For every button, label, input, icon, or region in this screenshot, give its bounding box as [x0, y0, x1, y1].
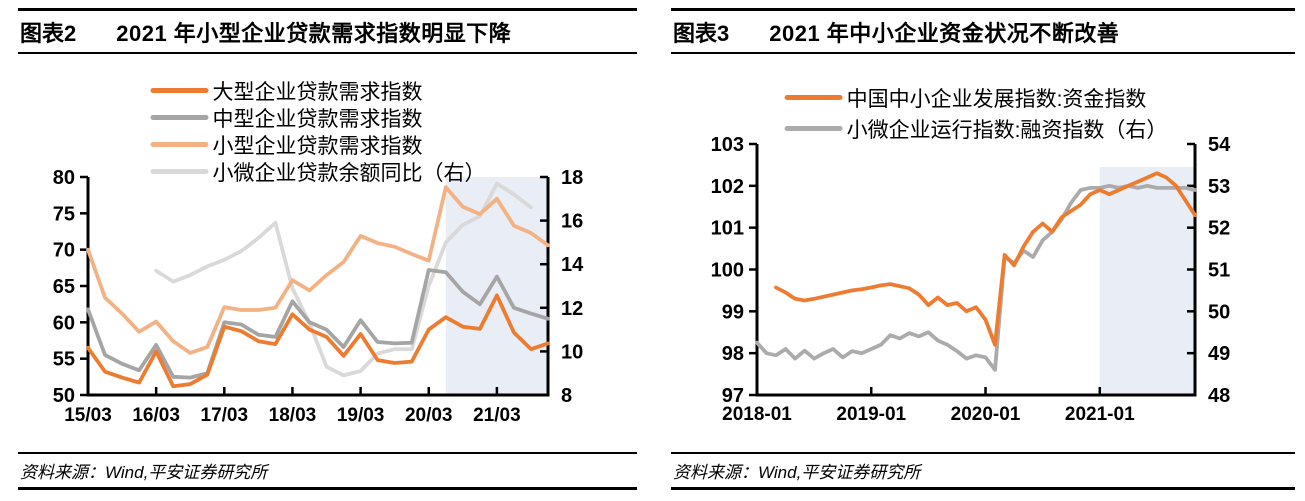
figure-title: 2021 年中小企业资金状况不断改善 [769, 20, 1120, 46]
chart2-area: 大型企业贷款需求指数 中型企业贷款需求指数 小型企业贷款需求指数小微企业贷款余额同比… [18, 54, 637, 452]
left-axis-label: 97 [722, 385, 744, 407]
left-axis-label: 75 [53, 203, 75, 225]
chart2-legend: 大型企业贷款需求指数 中型企业贷款需求指数 小型企业贷款需求指数小微企业贷款余额同比… [150, 77, 486, 185]
legend-item: 大型企业贷款需求指数 [150, 77, 423, 104]
figure-label: 图表2 [20, 20, 77, 46]
right-axis-label: 54 [1208, 134, 1231, 156]
series-line [774, 171, 1197, 347]
left-axis-label: 101 [711, 218, 744, 240]
highlight-region [1099, 167, 1195, 395]
x-axis-label: 2019-01 [836, 404, 906, 425]
figure-title: 2021 年小型企业贷款需求指数明显下降 [116, 20, 512, 46]
legend-swatch [150, 115, 209, 120]
chart3-legend: 中国中小企业发展指数:资金指数 小微企业运行指数:融资指数（右） [784, 82, 1168, 144]
right-axis-label: 16 [561, 211, 583, 233]
figure-label: 图表3 [673, 20, 730, 46]
series-line [86, 268, 550, 380]
legend-label: 大型企业贷款需求指数 [212, 80, 423, 104]
legend-swatch [150, 169, 209, 174]
left-axis-label: 80 [53, 167, 75, 189]
left-axis-label: 102 [711, 176, 744, 198]
right-axis-label: 51 [1208, 260, 1230, 282]
legend-label: 小微企业贷款余额同比（右） [212, 161, 486, 185]
legend-label: 中国中小企业发展指数:资金指数 [846, 87, 1147, 111]
chart3-plot: 97 98 99 100 101 102 103 48 49 50 51 52 53 54 2018-01 2… [711, 134, 1231, 425]
x-axis-label: 2018-01 [722, 404, 792, 425]
legend-item: 小型企业贷款需求指数 [150, 131, 423, 158]
series-line [154, 181, 533, 378]
source-text: 资料来源：Wind,平安证券研究所 [20, 463, 268, 482]
legend-item: 小微企业运行指数:融资指数（右） [784, 113, 1168, 144]
top-divider [671, 8, 1295, 11]
legend-swatch [150, 88, 209, 93]
right-axis-label: 18 [561, 167, 583, 189]
right-axis-label: 48 [1208, 385, 1230, 407]
right-axis-label: 14 [561, 254, 584, 276]
legend-item: 小微企业贷款余额同比（右） [150, 158, 486, 185]
left-axis-label: 65 [53, 276, 75, 298]
x-axis-label: 21/03 [473, 405, 521, 426]
legend-swatch [784, 126, 843, 131]
right-axis-label: 10 [561, 341, 583, 363]
legend-item: 中国中小企业发展指数:资金指数 [784, 82, 1147, 113]
legend-label: 中型企业贷款需求指数 [212, 107, 423, 131]
right-axis-label: 53 [1208, 176, 1230, 198]
left-axis-label: 103 [711, 134, 744, 156]
right-axis-label: 50 [1208, 301, 1230, 323]
x-axis-label: 2021-01 [1065, 404, 1135, 425]
x-axis-label: 16/03 [132, 405, 180, 426]
left-axis-label: 98 [722, 343, 744, 365]
chart2-plot: 50 55 60 65 70 75 80 8 10 12 14 16 18 15/03 16/03 17/03… [53, 167, 584, 426]
x-axis-label: 20/03 [405, 405, 453, 426]
right-axis-label: 8 [561, 385, 572, 407]
right-axis-label: 49 [1208, 343, 1230, 365]
chart2-source-row: 资料来源：Wind,平安证券研究所 [18, 452, 637, 490]
panel-chart2: 图表2 2021 年小型企业贷款需求指数明显下降 大型企业贷款需求指数 中型企业贷… [18, 8, 637, 490]
left-axis-label: 99 [722, 301, 744, 323]
x-axis-label: 17/03 [201, 405, 249, 426]
legend-label: 小型企业贷款需求指数 [212, 134, 423, 158]
chart3-area: 中国中小企业发展指数:资金指数 小微企业运行指数:融资指数（右） 97 98 99 10… [671, 54, 1295, 452]
series-line [86, 293, 550, 389]
left-axis-label: 70 [53, 240, 75, 262]
series-line [86, 185, 550, 355]
x-axis-label: 2020-01 [951, 404, 1021, 425]
legend-label: 小微企业运行指数:融资指数（右） [846, 118, 1168, 142]
chart3-title-row: 图表3 2021 年中小企业资金状况不断改善 [671, 11, 1295, 54]
chart2-title-row: 图表2 2021 年小型企业贷款需求指数明显下降 [18, 11, 637, 54]
report-figures: 图表2 2021 年小型企业贷款需求指数明显下降 大型企业贷款需求指数 中型企业贷… [18, 8, 1295, 490]
source-text: 资料来源：Wind,平安证券研究所 [673, 463, 921, 482]
left-axis-label: 55 [53, 349, 75, 371]
x-axis-label: 15/03 [64, 405, 112, 426]
x-axis-label: 19/03 [337, 405, 385, 426]
right-axis-label: 12 [561, 298, 583, 320]
legend-swatch [150, 142, 209, 147]
legend-item: 中型企业贷款需求指数 [150, 104, 423, 131]
left-axis-label: 60 [53, 312, 75, 334]
top-divider [18, 8, 637, 11]
left-axis-label: 50 [53, 385, 75, 407]
panel-chart3: 图表3 2021 年中小企业资金状况不断改善 中国中小企业发展指数:资金指数 小微… [671, 8, 1295, 490]
right-axis-label: 52 [1208, 218, 1230, 240]
legend-swatch [784, 95, 843, 100]
x-axis-label: 18/03 [269, 405, 317, 426]
highlight-region [445, 177, 548, 395]
chart3-source-row: 资料来源：Wind,平安证券研究所 [671, 452, 1295, 490]
left-axis-label: 100 [711, 260, 744, 282]
